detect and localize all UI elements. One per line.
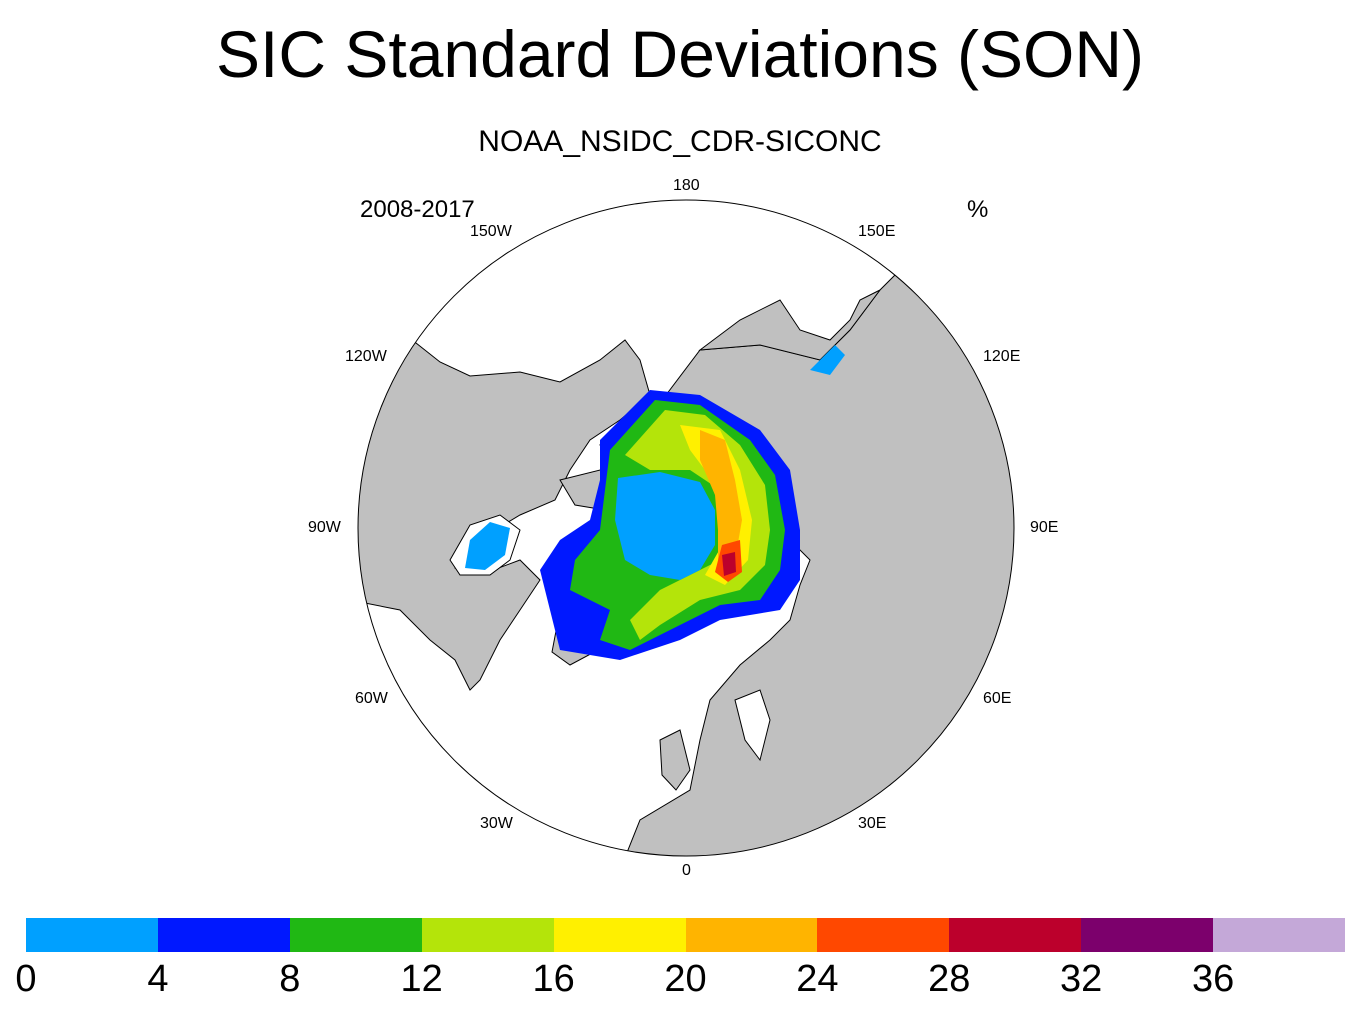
hudson-ice-band-0-4 [465,522,510,570]
lon-label-0: 0 [682,862,691,879]
lon-label-90w: 90W [308,519,341,536]
colorbar-segment [685,918,818,952]
colorbar-segment [421,918,554,952]
sic-band-28-32 [722,552,736,576]
units-label: % [967,196,989,223]
colorbar-segment [949,918,1082,952]
lon-label-30e: 30E [858,815,887,832]
lon-label-90e: 90E [1030,519,1059,536]
plot-title: SIC Standard Deviations (SON) [215,17,1145,91]
baltic-sea [734,689,771,762]
lon-label-150e: 150E [858,223,896,240]
sic-band-20-24 [700,430,742,570]
colorbar-segment [1213,918,1346,952]
colorbar-segment [157,918,290,952]
colorbar-segment [553,918,686,952]
lon-label-60e: 60E [983,690,1012,707]
sic-band-0-4 [615,472,715,580]
colorbar-segment [817,918,950,952]
colorbar-tick-label: 24 [796,958,839,1000]
british-isles-land [659,729,691,791]
colorbar-tick-label: 28 [928,958,971,1000]
colorbar-tick-label: 36 [1191,958,1235,1000]
lon-label-30w: 30W [480,815,513,832]
chukotka-coast [698,289,881,361]
colorbar [26,918,1346,952]
colorbar-tick-label: 4 [147,958,169,1000]
colorbar-tick-label: 20 [664,958,707,1000]
colorbar-tick-label: 8 [279,958,301,1000]
plot-subtitle: NOAA_NSIDC_CDR-SICONC [478,125,882,158]
lon-label-150w: 150W [470,223,512,240]
colorbar-segment [289,918,422,952]
map-border [357,199,1015,857]
period-label: 2008-2017 [360,196,475,223]
bering-ice-band-0-4 [810,345,845,375]
colorbar-tick-label: 12 [400,958,443,1000]
lon-label-120e: 120E [983,348,1021,365]
lon-label-180: 180 [673,177,700,194]
colorbar-tick-label: 0 [15,958,37,1000]
colorbar-segment [1081,918,1214,952]
colorbar-tick-label: 16 [532,958,575,1000]
lon-label-120w: 120W [345,348,387,365]
lon-label-60w: 60W [355,690,388,707]
colorbar-segment [26,918,158,952]
colorbar-tick-label: 32 [1060,958,1103,1000]
map-body [358,200,1014,856]
